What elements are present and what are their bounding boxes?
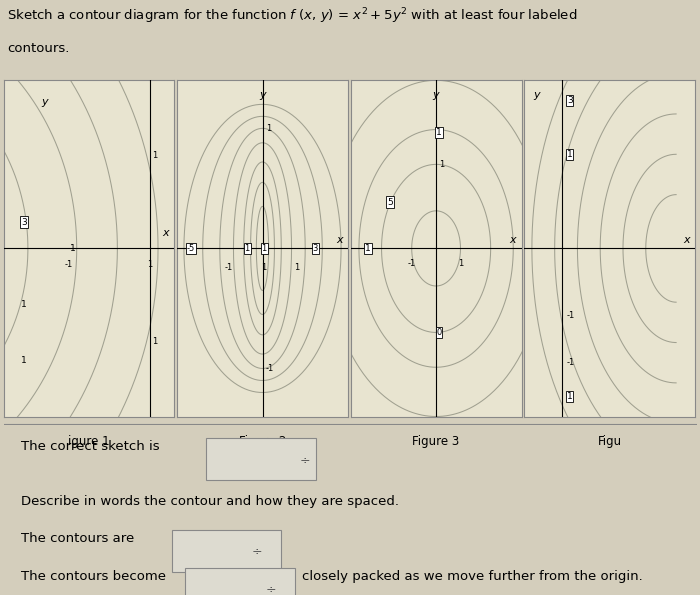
Text: closely packed as we move further from the origin.: closely packed as we move further from t… [302,570,643,583]
Text: 1: 1 [153,151,158,159]
Text: 1: 1 [567,392,573,401]
Text: 1: 1 [439,160,444,169]
Text: -1: -1 [64,259,73,268]
Text: -1: -1 [567,358,575,367]
Text: ÷: ÷ [266,584,276,595]
Text: x: x [162,228,169,239]
Text: y: y [259,90,266,101]
Text: -1: -1 [266,364,274,373]
Text: 1: 1 [147,259,153,268]
Text: 1: 1 [153,337,158,346]
Text: 1: 1 [458,259,463,268]
Text: 3: 3 [313,244,318,253]
Text: y: y [533,90,540,101]
Text: 1: 1 [70,244,76,253]
Text: -1: -1 [224,263,232,272]
Text: 1: 1 [294,263,300,272]
Text: 5: 5 [387,198,393,206]
Text: 1: 1 [262,263,267,272]
Text: The contours become: The contours become [21,570,166,583]
Text: Figure 2: Figure 2 [239,435,286,448]
Text: -5: -5 [187,244,195,253]
Text: Figu: Figu [598,435,622,448]
Text: y: y [433,90,440,101]
Text: x: x [683,235,690,245]
Text: x: x [336,235,343,245]
Text: contours.: contours. [7,42,69,55]
Text: 1: 1 [262,244,267,253]
FancyBboxPatch shape [206,439,316,480]
FancyBboxPatch shape [186,568,295,595]
Text: 1: 1 [365,244,371,253]
Text: 1: 1 [21,300,27,309]
Text: Sketch a contour diagram for the function $f$ ($x$, $y$) = $x^2 + 5y^2$ with at : Sketch a contour diagram for the functio… [7,6,578,26]
Text: ÷: ÷ [252,545,262,558]
Text: -1: -1 [407,259,416,268]
Text: 1: 1 [567,150,573,159]
Text: The correct sketch is: The correct sketch is [21,440,160,453]
Text: 3: 3 [567,96,573,105]
Text: igure 1: igure 1 [68,435,110,448]
Text: 1: 1 [436,128,442,137]
Text: -1: -1 [567,311,575,320]
FancyBboxPatch shape [172,530,281,572]
Text: 1: 1 [21,356,27,365]
Text: 1: 1 [244,244,250,253]
Text: ÷: ÷ [300,453,311,466]
Text: Figure 3: Figure 3 [412,435,460,448]
Text: Describe in words the contour and how they are spaced.: Describe in words the contour and how th… [21,495,399,508]
Text: The contours are: The contours are [21,532,134,544]
Text: 1: 1 [266,124,271,133]
Text: x: x [510,235,517,245]
Text: 0: 0 [436,328,442,337]
Text: 3: 3 [21,218,27,227]
Text: y: y [41,97,48,107]
